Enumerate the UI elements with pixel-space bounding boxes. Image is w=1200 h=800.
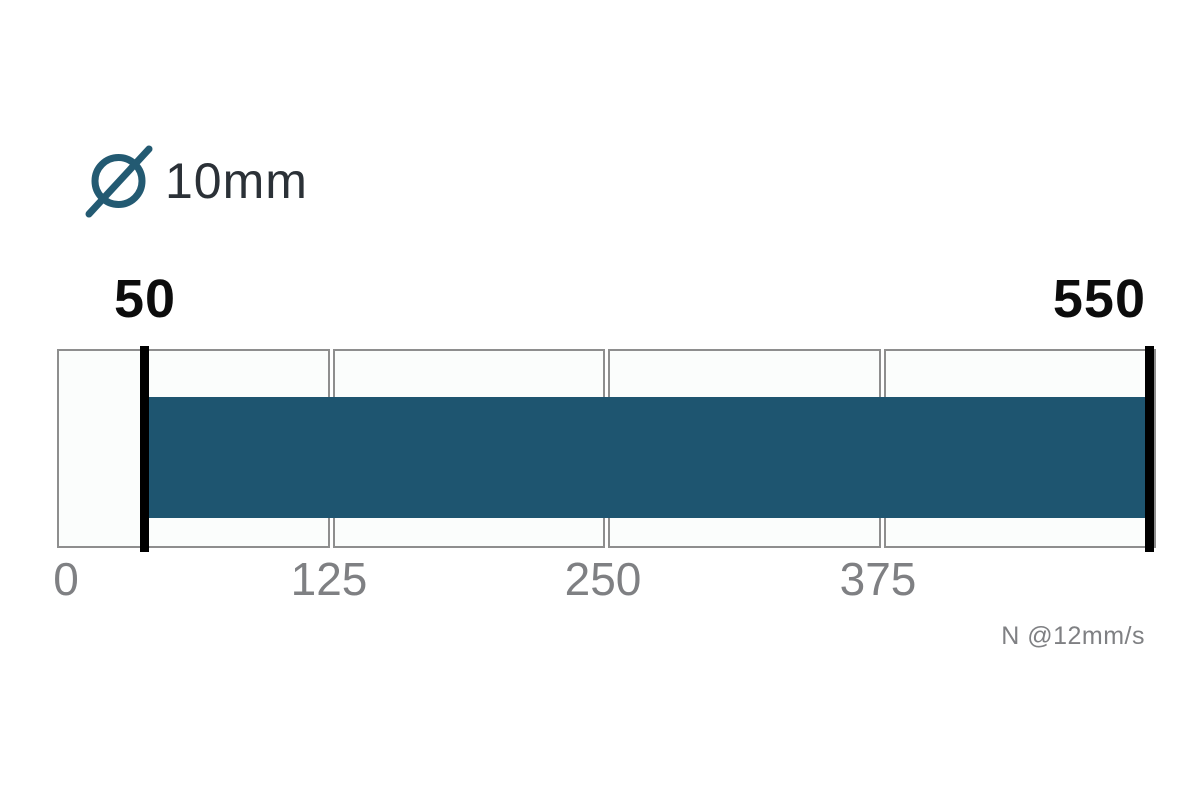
diameter-spec: 10mm xyxy=(85,141,308,221)
range-max-label: 550 xyxy=(1052,269,1146,329)
max-tick-marker xyxy=(1145,346,1154,552)
axis-tick-label: 375 xyxy=(839,553,917,605)
axis-tick-label: 0 xyxy=(53,553,79,605)
diameter-icon xyxy=(85,141,153,221)
value-bar xyxy=(148,397,1146,518)
range-min-label: 50 xyxy=(113,269,177,329)
axis-unit-label: N @12mm/s xyxy=(1001,622,1145,650)
axis-tick-label: 125 xyxy=(290,553,368,605)
axis-tick-label: 250 xyxy=(564,553,642,605)
min-tick-marker xyxy=(140,346,149,552)
diameter-value: 10mm xyxy=(165,153,308,209)
